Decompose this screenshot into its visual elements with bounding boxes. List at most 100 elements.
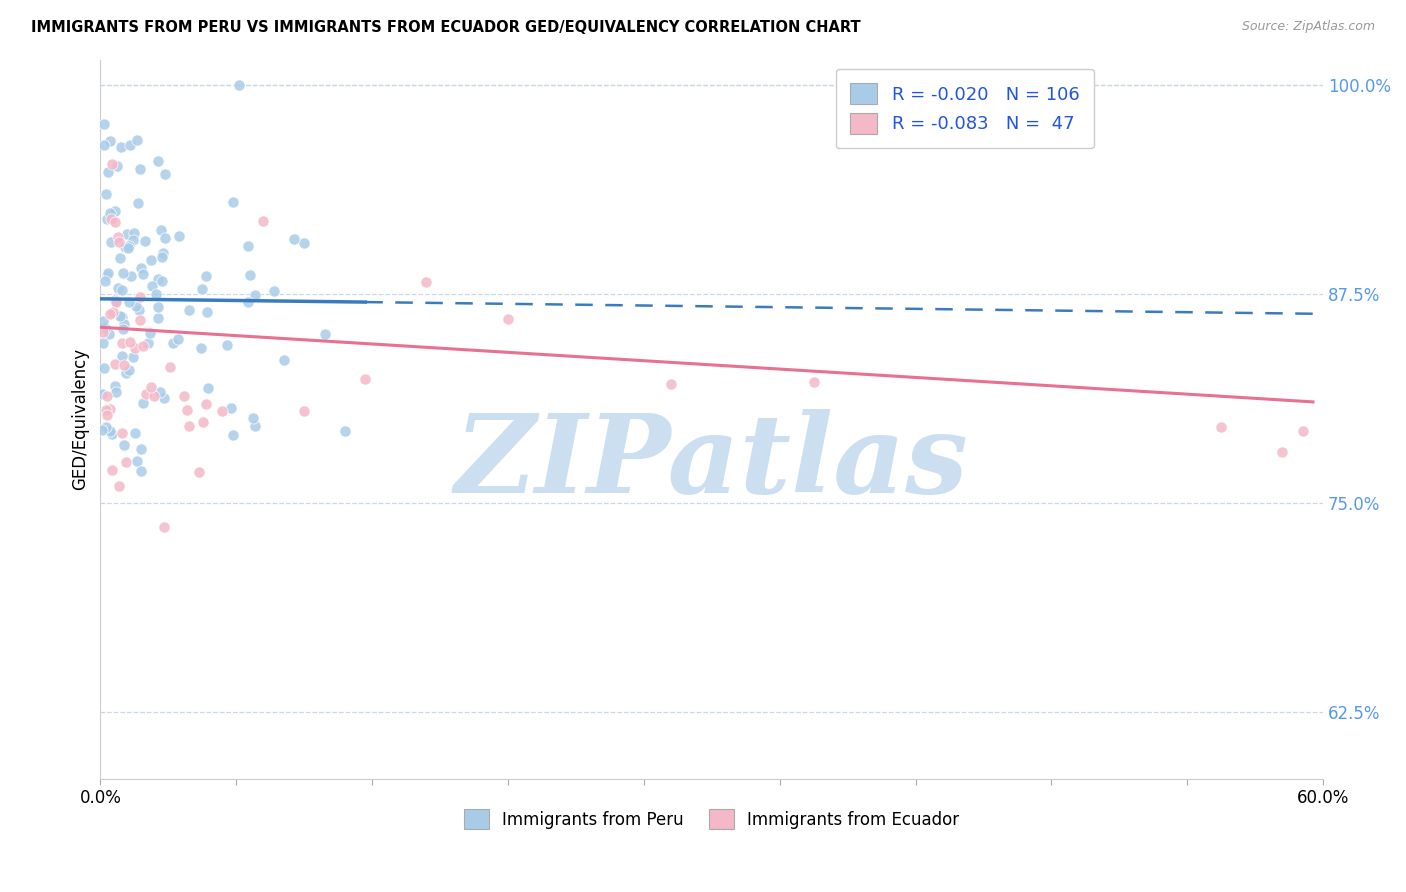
Point xyxy=(124,426,146,441)
Point xyxy=(93,117,115,131)
Point xyxy=(110,310,132,324)
Point xyxy=(179,303,201,318)
Point xyxy=(104,214,127,228)
Point xyxy=(114,240,136,254)
Point xyxy=(167,229,190,244)
Point xyxy=(111,336,134,351)
Point xyxy=(120,137,142,152)
Point xyxy=(97,326,120,341)
Point xyxy=(107,230,129,244)
Point xyxy=(111,349,134,363)
Point xyxy=(153,520,176,534)
Point xyxy=(112,438,135,452)
Point xyxy=(112,317,135,331)
Point xyxy=(115,227,138,241)
Point xyxy=(128,303,150,318)
Point xyxy=(283,232,305,246)
Point xyxy=(94,274,117,288)
Point xyxy=(659,377,682,392)
Point xyxy=(142,389,165,403)
Point xyxy=(118,294,141,309)
Point xyxy=(105,384,128,399)
Point xyxy=(96,268,118,282)
Point xyxy=(101,305,124,319)
Point xyxy=(273,352,295,367)
Point xyxy=(167,332,190,346)
Point xyxy=(222,427,245,442)
Point xyxy=(100,211,122,226)
Point xyxy=(125,133,148,147)
Point xyxy=(98,206,121,220)
Point xyxy=(104,203,127,218)
Point xyxy=(150,251,173,265)
Point xyxy=(111,321,134,335)
Text: IMMIGRANTS FROM PERU VS IMMIGRANTS FROM ECUADOR GED/EQUIVALENCY CORRELATION CHAR: IMMIGRANTS FROM PERU VS IMMIGRANTS FROM … xyxy=(31,20,860,35)
Point xyxy=(111,267,134,281)
Point xyxy=(100,426,122,441)
Point xyxy=(190,341,212,355)
Point xyxy=(94,402,117,417)
Point xyxy=(1271,445,1294,459)
Point xyxy=(120,268,142,283)
Point xyxy=(97,266,120,280)
Point xyxy=(197,381,219,395)
Point xyxy=(141,278,163,293)
Point xyxy=(145,287,167,301)
Point xyxy=(195,305,218,319)
Point xyxy=(188,465,211,479)
Point xyxy=(219,401,242,415)
Point xyxy=(415,275,437,289)
Point xyxy=(91,314,114,328)
Point xyxy=(222,194,245,209)
Point xyxy=(131,260,153,275)
Point xyxy=(238,294,260,309)
Point xyxy=(239,268,262,283)
Point xyxy=(96,211,118,226)
Point xyxy=(112,359,135,373)
Point xyxy=(122,226,145,240)
Point xyxy=(127,454,149,468)
Point xyxy=(173,389,195,403)
Text: ZIPatlas: ZIPatlas xyxy=(454,409,969,516)
Point xyxy=(236,238,259,252)
Point xyxy=(110,309,132,323)
Point xyxy=(177,418,200,433)
Point xyxy=(149,223,172,237)
Point xyxy=(96,408,118,422)
Point xyxy=(107,479,129,493)
Point xyxy=(111,425,134,440)
Point xyxy=(120,335,142,350)
Point xyxy=(191,282,214,296)
Point xyxy=(150,274,173,288)
Point xyxy=(93,361,115,376)
Text: Source: ZipAtlas.com: Source: ZipAtlas.com xyxy=(1241,20,1375,33)
Point xyxy=(91,386,114,401)
Point xyxy=(1211,420,1233,434)
Point xyxy=(228,78,250,92)
Point xyxy=(107,159,129,173)
Point xyxy=(104,379,127,393)
Point xyxy=(100,235,122,249)
Point xyxy=(125,299,148,313)
Point xyxy=(124,341,146,355)
Point xyxy=(354,372,377,386)
Point xyxy=(152,391,174,405)
Point xyxy=(314,326,336,341)
Point xyxy=(191,415,214,429)
Point xyxy=(111,283,134,297)
Point xyxy=(134,234,156,248)
Point xyxy=(243,418,266,433)
Point xyxy=(245,287,267,301)
Point xyxy=(176,402,198,417)
Point xyxy=(100,424,122,438)
Point xyxy=(152,245,174,260)
Point xyxy=(96,187,118,202)
Point xyxy=(149,384,172,399)
Point xyxy=(101,463,124,477)
Point xyxy=(121,233,143,247)
Point xyxy=(105,294,128,309)
Point xyxy=(93,138,115,153)
Point xyxy=(141,253,163,268)
Point xyxy=(110,139,132,153)
Point xyxy=(104,293,127,308)
